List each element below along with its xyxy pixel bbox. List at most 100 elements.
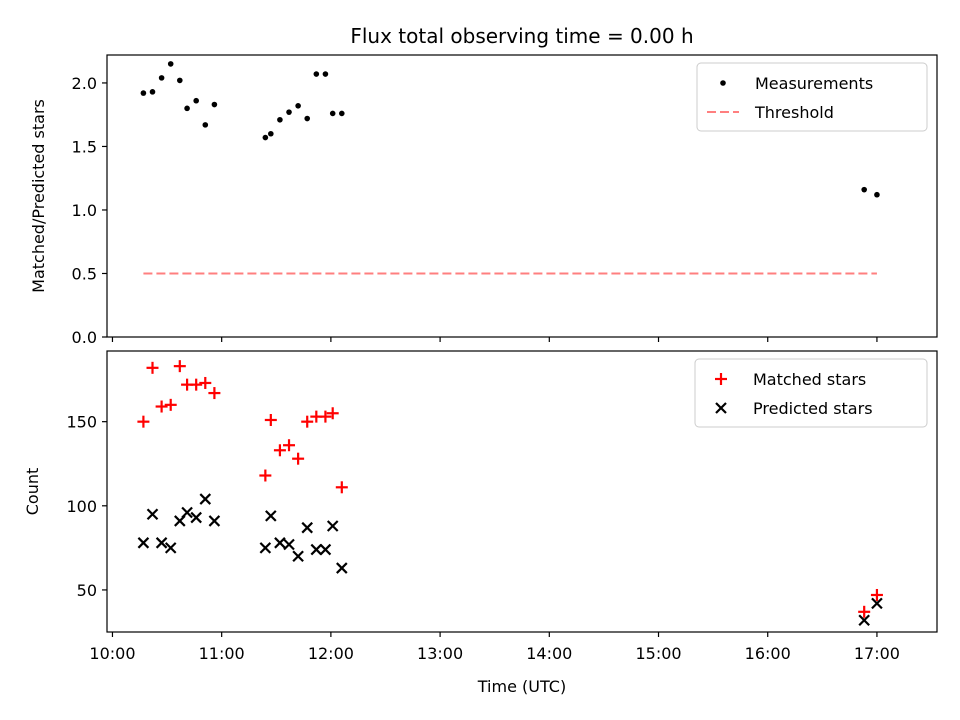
x-tick-label: 10:00 — [89, 644, 135, 663]
x-tick-label: 13:00 — [417, 644, 463, 663]
data-point — [146, 508, 159, 520]
x-stroke-b — [208, 515, 221, 527]
y-tick-label: 2.0 — [72, 74, 97, 93]
legend-box — [696, 62, 928, 132]
legend-plus-icon — [715, 373, 727, 385]
data-point — [329, 110, 336, 117]
data-point — [202, 122, 209, 128]
data-point — [870, 588, 883, 601]
series-predicted-stars — [137, 493, 883, 626]
data-point — [211, 101, 218, 108]
data-point — [190, 511, 202, 524]
y-tick-label: 1.5 — [72, 137, 97, 156]
data-point — [173, 360, 186, 373]
x-stroke-b — [164, 542, 177, 554]
data-point — [310, 543, 323, 556]
data-point — [149, 89, 156, 95]
x-axis-label: Time (UTC) — [477, 677, 566, 696]
data-point — [155, 400, 168, 413]
data-point — [858, 605, 871, 618]
x-stroke-b — [858, 614, 870, 626]
data-point — [335, 481, 348, 494]
series-measurements — [140, 61, 880, 198]
data-point — [137, 415, 150, 428]
data-point — [326, 520, 339, 532]
x-stroke-b — [259, 542, 272, 554]
x-stroke-b — [292, 550, 304, 563]
y-tick-label: 1.0 — [72, 201, 97, 220]
data-point — [319, 410, 332, 423]
y-tick-label: 0.0 — [72, 328, 97, 347]
x-stroke-b — [319, 543, 332, 556]
chart-title: Flux total observing time = 0.00 h — [350, 24, 693, 48]
plot-frame — [106, 350, 938, 633]
data-point — [265, 510, 277, 522]
data-point — [858, 614, 870, 626]
x-tick-label: 11:00 — [199, 644, 245, 663]
x-stroke-b — [155, 537, 168, 549]
legend-label: Measurements — [755, 74, 873, 93]
legend: Matched stars Predicted stars — [694, 358, 928, 428]
data-point — [871, 597, 883, 610]
legend-label: Predicted stars — [753, 399, 873, 418]
legend-label: Matched stars — [753, 370, 866, 389]
legend-label: Threshold — [754, 103, 834, 122]
data-point — [326, 407, 339, 420]
y-tick-label: 150 — [66, 413, 97, 432]
data-point — [322, 71, 329, 77]
x-stroke-b — [283, 538, 295, 551]
x-stroke-b — [336, 562, 348, 574]
x-stroke-b — [146, 508, 159, 520]
data-point — [292, 550, 304, 563]
data-point — [193, 97, 199, 104]
data-point — [158, 75, 165, 81]
data-point — [146, 361, 159, 374]
x-stroke-b — [310, 543, 323, 556]
data-point — [137, 537, 150, 549]
x-stroke-b — [715, 402, 727, 414]
data-point — [304, 115, 311, 122]
data-point — [277, 116, 283, 123]
x-stroke-b — [199, 493, 212, 505]
data-point — [319, 543, 332, 556]
data-point — [199, 376, 212, 389]
data-point — [339, 110, 345, 117]
data-point — [181, 506, 193, 519]
y-tick-label: 50 — [77, 581, 97, 600]
bottom-panel: 50 100 150 10:00 11:00 12:00 13:00 14:00 15:00 16… — [23, 350, 938, 663]
legend-box — [694, 358, 928, 428]
legend-x-icon — [715, 402, 727, 414]
x-tick-label: 14:00 — [526, 644, 572, 663]
x-tick-label: 15:00 — [635, 644, 681, 663]
data-point — [264, 413, 277, 426]
y-tick-label: 100 — [66, 497, 97, 516]
data-point — [262, 134, 269, 141]
y-axis-label: Matched/Predicted stars — [29, 99, 48, 293]
data-point — [313, 71, 320, 77]
data-point — [177, 77, 183, 84]
top-panel: 0.0 0.5 1.0 1.5 2.0 Matched/Predicted stars Me… — [29, 54, 938, 347]
series-matched-stars — [137, 360, 883, 618]
data-point — [208, 515, 221, 527]
x-stroke-b — [137, 537, 150, 549]
x-stroke-b — [301, 521, 313, 534]
data-point — [259, 469, 272, 482]
data-point — [167, 61, 174, 67]
x-stroke-b — [326, 520, 339, 532]
data-point — [208, 387, 221, 400]
x-stroke-b — [274, 537, 286, 549]
data-point — [274, 537, 286, 549]
data-point — [140, 90, 147, 96]
data-point — [164, 398, 177, 411]
data-point — [155, 537, 168, 549]
data-point — [336, 562, 348, 574]
data-point — [861, 186, 867, 193]
y-axis-label: Count — [23, 468, 42, 516]
legend-dot-icon — [720, 80, 726, 86]
data-point — [164, 542, 177, 554]
x-tick-label: 17:00 — [854, 644, 900, 663]
data-point — [283, 538, 295, 551]
legend: Measurements Threshold — [696, 62, 928, 132]
data-point — [286, 109, 292, 115]
